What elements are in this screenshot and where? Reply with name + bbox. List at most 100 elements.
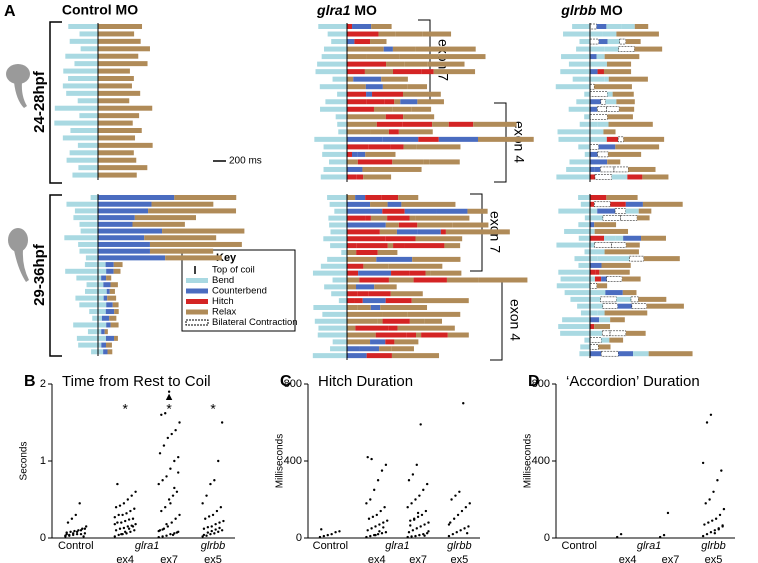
data-point: [202, 533, 206, 537]
ethogram-segment: [594, 174, 613, 180]
ethogram-segment: [347, 318, 378, 324]
ethogram-segment: [98, 165, 148, 171]
data-point: [164, 506, 167, 509]
ethogram-segment: [98, 288, 107, 294]
ethogram-segment: [65, 53, 98, 59]
ethogram-segment: [151, 201, 214, 207]
key-label: Bend: [212, 275, 234, 286]
ethogram-segment: [347, 159, 358, 165]
ethogram-segment: [438, 54, 486, 60]
ethogram-segment: [385, 236, 416, 242]
ethogram-segment: [370, 339, 386, 345]
data-point: [68, 533, 71, 537]
ethogram-segment: [332, 76, 347, 82]
ethogram-segment: [555, 84, 590, 90]
ethogram-segment: [347, 201, 371, 207]
data-point: [415, 527, 418, 530]
ethogram-segment: [98, 46, 150, 52]
ethogram-segment: [107, 349, 113, 355]
data-point: [427, 530, 430, 533]
ethogram-segment: [614, 208, 626, 214]
ethogram-segment: [347, 263, 364, 269]
ethogram-segment: [347, 291, 358, 297]
data-point: [366, 455, 369, 459]
ethogram-segment: [325, 99, 347, 105]
ethogram-segment: [98, 275, 102, 281]
ethogram-segment: [617, 303, 632, 309]
ethogram-segment: [318, 24, 347, 29]
data-point: [220, 529, 224, 532]
ethogram-segment: [76, 335, 98, 341]
ethogram-segment: [584, 249, 590, 255]
ethogram-segment: [357, 291, 369, 297]
ethogram-segment: [356, 284, 375, 290]
ethogram-segment: [366, 91, 373, 97]
data-point: [178, 513, 181, 517]
ethogram-segment: [415, 215, 470, 221]
ethogram-segment: [69, 150, 98, 156]
bracket-label: exon 7: [435, 39, 451, 81]
ethogram-segment: [98, 335, 106, 341]
data-point: [173, 486, 176, 490]
significance-marker: *: [210, 401, 216, 417]
y-axis-label: Seconds: [19, 442, 30, 481]
stage-label: 24-28hpf: [31, 70, 48, 133]
ethogram-segment: [634, 24, 649, 29]
key-swatch: [186, 288, 208, 294]
ethogram-segment: [75, 295, 98, 301]
ethogram-segment: [320, 106, 347, 112]
ethogram-segment: [626, 242, 640, 248]
ethogram-segment: [365, 195, 382, 200]
ethogram-segment: [105, 262, 114, 268]
data-point: [459, 529, 462, 532]
ethogram-segment: [594, 228, 629, 234]
data-point: [134, 490, 137, 493]
data-point: [169, 502, 172, 505]
ethogram-segment: [347, 325, 356, 331]
ethogram-segment: [612, 256, 630, 262]
panel-label: A: [4, 3, 16, 20]
ethogram-segment: [103, 282, 111, 288]
ethogram-segment: [648, 351, 693, 357]
data-point: [178, 421, 181, 424]
ethogram-segment: [608, 76, 648, 82]
data-point: [113, 535, 117, 538]
ethogram-segment: [98, 349, 104, 355]
ethogram-segment: [80, 46, 98, 52]
ethogram-segment: [106, 275, 112, 281]
ethogram-segment: [563, 31, 590, 37]
ethogram-segment: [409, 215, 416, 221]
ethogram-segment: [590, 31, 603, 37]
ethogram-segment: [338, 129, 347, 135]
ethogram-segment: [98, 241, 150, 247]
ethogram-segment: [101, 315, 110, 321]
ethogram-segment: [556, 174, 590, 180]
ethogram-segment: [174, 195, 237, 200]
data-point: [202, 527, 206, 530]
ethogram-segment: [610, 201, 626, 207]
ethogram-segment: [106, 322, 111, 328]
ethogram-segment: [558, 208, 590, 214]
ethogram-segment: [392, 69, 422, 75]
ethogram-segment: [98, 120, 133, 126]
ethogram-segment: [78, 165, 98, 171]
ethogram-segment: [566, 166, 590, 172]
panel-label: B: [24, 373, 36, 390]
data-point: [458, 490, 461, 493]
data-point: [369, 498, 372, 501]
group-label: glra1: [135, 540, 159, 552]
ethogram-segment: [604, 76, 609, 82]
data-point: [451, 532, 455, 536]
data-point: [707, 521, 710, 524]
ethogram-segment: [589, 344, 599, 350]
ethogram-segment: [370, 215, 388, 221]
data-point: [114, 529, 118, 532]
data-point: [709, 413, 713, 416]
data-point: [468, 502, 471, 505]
ethogram-segment: [597, 121, 609, 127]
ethogram-segment: [570, 296, 590, 302]
ethogram-segment: [579, 121, 590, 127]
ethogram-segment: [569, 159, 590, 165]
ethogram-segment: [477, 136, 534, 142]
ethogram-segment: [77, 142, 98, 148]
